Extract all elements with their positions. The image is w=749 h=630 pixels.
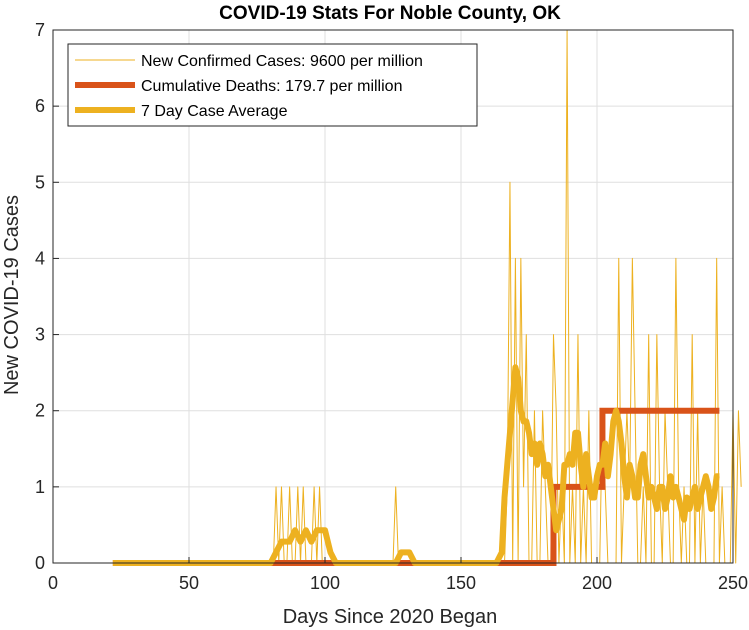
legend-label-average: 7 Day Case Average — [141, 103, 288, 120]
x-tick-label: 200 — [582, 573, 612, 593]
chart-title: COVID-19 Stats For Noble County, OK — [219, 3, 561, 24]
legend-label-new-cases: New Confirmed Cases: 9600 per million — [141, 53, 423, 70]
legend-label-deaths: Cumulative Deaths: 179.7 per million — [141, 78, 402, 95]
legend: New Confirmed Cases: 9600 per million Cu… — [67, 43, 478, 127]
x-tick-label: 250 — [718, 573, 748, 593]
x-tick-label: 100 — [310, 573, 340, 593]
x-tick-label: 150 — [446, 573, 476, 593]
x-axis-ticks: 0 50 100 150 200 250 — [48, 557, 748, 593]
axes-frame — [52, 29, 734, 564]
x-tick-label: 0 — [48, 573, 58, 593]
y-tick-label: 2 — [35, 401, 45, 421]
x-tick-label: 50 — [179, 573, 199, 593]
y-tick-label: 5 — [35, 172, 45, 192]
legend-box — [67, 43, 478, 127]
y-tick-label: 7 — [35, 20, 45, 40]
y-tick-label: 0 — [35, 553, 45, 573]
y-tick-label: 1 — [35, 477, 45, 497]
y-tick-label: 6 — [35, 96, 45, 116]
y-axis-label: New COVID-19 Cases — [1, 195, 23, 395]
x-axis-label: Days Since 2020 Began — [283, 606, 498, 628]
y-axis-ticks: 0 1 2 3 4 5 6 7 — [35, 20, 59, 573]
y-tick-label: 4 — [35, 248, 45, 268]
y-tick-label: 3 — [35, 325, 45, 345]
